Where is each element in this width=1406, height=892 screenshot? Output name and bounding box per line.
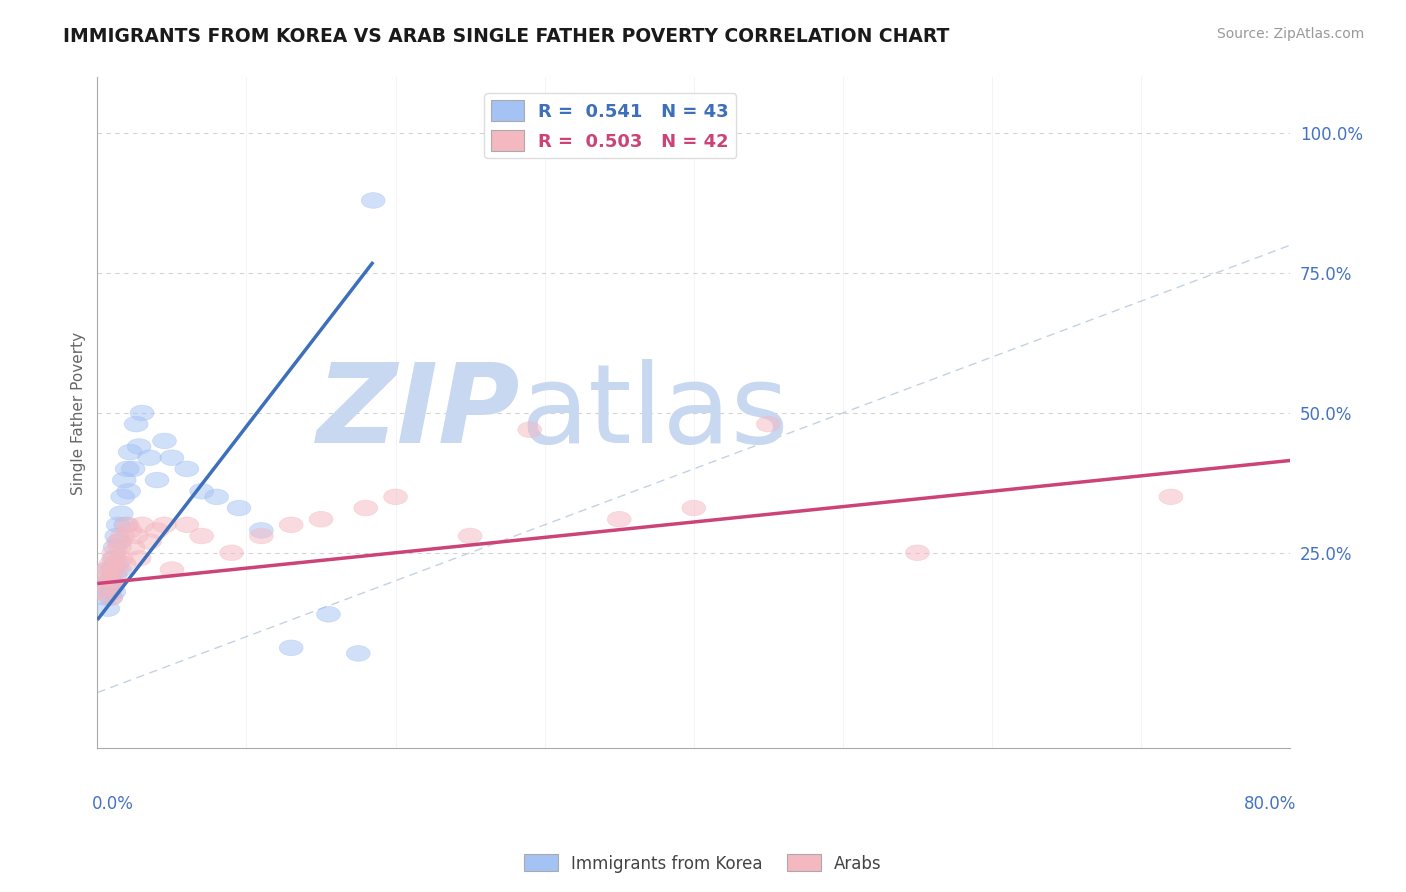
Ellipse shape [110,550,134,566]
Ellipse shape [152,434,176,449]
Ellipse shape [145,472,169,488]
Ellipse shape [138,450,162,466]
Text: IMMIGRANTS FROM KOREA VS ARAB SINGLE FATHER POVERTY CORRELATION CHART: IMMIGRANTS FROM KOREA VS ARAB SINGLE FAT… [63,27,949,45]
Ellipse shape [127,439,150,454]
Ellipse shape [138,533,162,549]
Ellipse shape [100,562,124,577]
Ellipse shape [117,483,141,500]
Text: atlas: atlas [520,359,789,467]
Ellipse shape [111,528,135,544]
Legend: Immigrants from Korea, Arabs: Immigrants from Korea, Arabs [517,847,889,880]
Ellipse shape [96,579,120,594]
Ellipse shape [103,550,127,566]
Ellipse shape [280,640,304,656]
Ellipse shape [115,517,139,533]
Ellipse shape [249,528,273,544]
Ellipse shape [93,590,117,606]
Text: Source: ZipAtlas.com: Source: ZipAtlas.com [1216,27,1364,41]
Ellipse shape [280,517,304,533]
Ellipse shape [111,489,135,505]
Ellipse shape [1159,489,1182,505]
Ellipse shape [152,517,176,533]
Ellipse shape [97,573,121,589]
Ellipse shape [100,562,124,577]
Ellipse shape [517,422,541,438]
Ellipse shape [94,579,118,594]
Ellipse shape [103,540,127,555]
Ellipse shape [93,584,117,599]
Ellipse shape [226,500,250,516]
Ellipse shape [105,562,129,577]
Ellipse shape [905,545,929,560]
Ellipse shape [118,523,142,538]
Ellipse shape [101,545,125,560]
Ellipse shape [354,500,378,516]
Legend: R =  0.541   N = 43, R =  0.503   N = 42: R = 0.541 N = 43, R = 0.503 N = 42 [484,93,737,159]
Ellipse shape [105,556,129,572]
Ellipse shape [131,405,155,421]
Ellipse shape [607,511,631,527]
Ellipse shape [361,193,385,209]
Ellipse shape [108,562,132,577]
Ellipse shape [160,450,184,466]
Ellipse shape [96,601,120,616]
Ellipse shape [94,567,118,583]
Ellipse shape [190,528,214,544]
Ellipse shape [105,528,129,544]
Ellipse shape [112,556,136,572]
Ellipse shape [101,584,125,599]
Ellipse shape [174,461,198,476]
Ellipse shape [110,506,134,522]
Ellipse shape [145,523,169,538]
Ellipse shape [346,646,370,661]
Ellipse shape [108,540,132,555]
Ellipse shape [100,579,124,594]
Text: 0.0%: 0.0% [91,796,134,814]
Ellipse shape [97,573,121,589]
Ellipse shape [309,511,333,527]
Ellipse shape [121,461,145,476]
Ellipse shape [118,444,142,460]
Ellipse shape [108,533,132,549]
Ellipse shape [190,483,214,500]
Ellipse shape [682,500,706,516]
Ellipse shape [131,517,155,533]
Ellipse shape [101,573,125,589]
Ellipse shape [97,584,121,599]
Ellipse shape [114,517,138,533]
Ellipse shape [756,417,780,432]
Ellipse shape [96,562,120,577]
Ellipse shape [98,573,122,589]
Ellipse shape [121,540,145,555]
Ellipse shape [101,550,125,566]
Ellipse shape [98,556,122,572]
Y-axis label: Single Father Poverty: Single Father Poverty [72,332,86,494]
Text: ZIP: ZIP [318,359,520,467]
Ellipse shape [98,590,122,606]
Ellipse shape [103,567,127,583]
Ellipse shape [124,417,148,432]
Ellipse shape [98,590,122,606]
Ellipse shape [174,517,198,533]
Ellipse shape [458,528,482,544]
Ellipse shape [107,517,131,533]
Ellipse shape [107,533,131,549]
Ellipse shape [127,550,150,566]
Text: 80.0%: 80.0% [1244,796,1296,814]
Ellipse shape [205,489,229,505]
Ellipse shape [249,523,273,538]
Ellipse shape [124,528,148,544]
Ellipse shape [115,461,139,476]
Ellipse shape [160,562,184,577]
Ellipse shape [384,489,408,505]
Ellipse shape [96,562,120,577]
Ellipse shape [219,545,243,560]
Ellipse shape [316,607,340,622]
Ellipse shape [112,472,136,488]
